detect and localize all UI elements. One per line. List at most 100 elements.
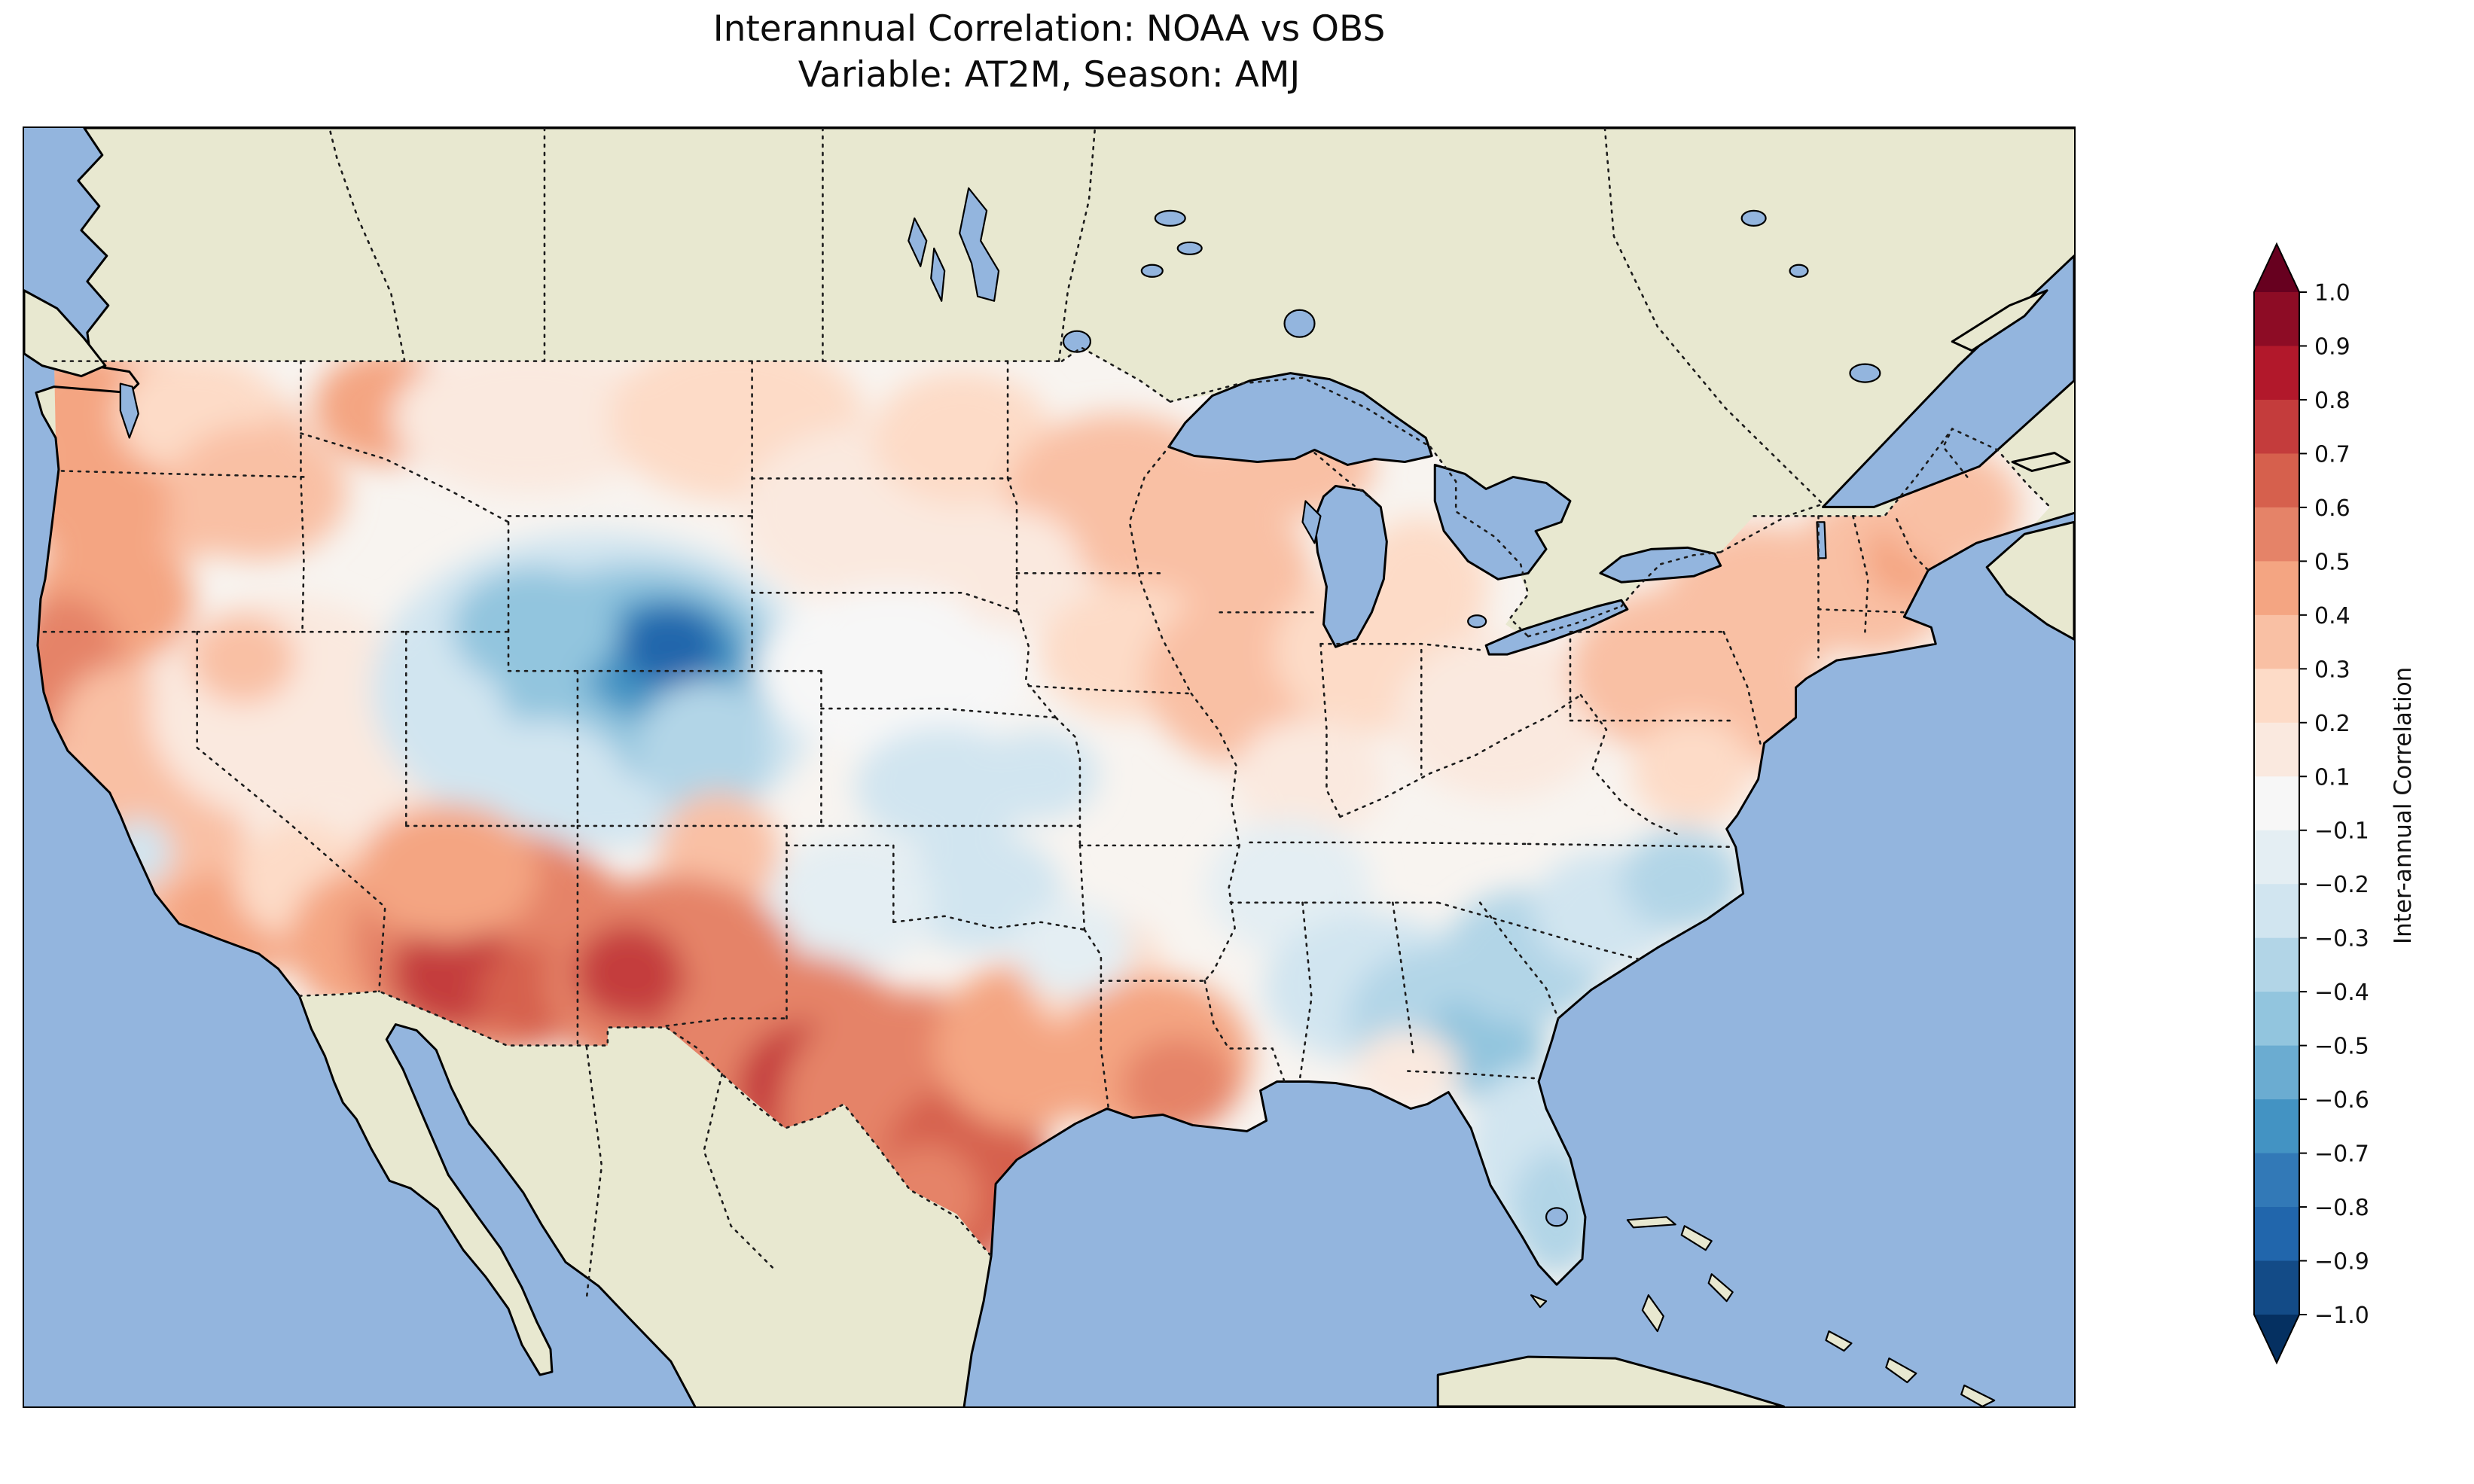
colorbar-band xyxy=(2254,830,2299,885)
colorbar: 1.0 0.9 0.8 0.7 0.6 0.5 0.4 0.3 0.2 0.1 −0.1 −0.2 −0… xyxy=(2253,242,2369,1365)
correlation-field-blob xyxy=(190,614,296,704)
colorbar-band xyxy=(2254,507,2299,562)
colorbar-tick-label: 0.3 xyxy=(2314,657,2350,683)
correlation-field-blob xyxy=(37,432,176,568)
colorbar-band xyxy=(2254,776,2299,831)
correlation-field-blob xyxy=(166,424,347,560)
colorbar-band xyxy=(2254,669,2299,724)
us-correlation-map xyxy=(24,128,2074,1406)
colorbar-band xyxy=(2254,346,2299,401)
correlation-field-blob xyxy=(757,587,1029,754)
colorbar-band xyxy=(2254,1207,2299,1262)
state-borders-east xyxy=(1128,444,1929,1083)
province-borders xyxy=(328,128,1969,1300)
colorbar-ticks: 1.0 0.9 0.8 0.7 0.6 0.5 0.4 0.3 0.2 0.1 −0.1 −0.2 −0… xyxy=(2299,280,2369,1329)
colorbar-label: Inter-annual Correlation xyxy=(2390,666,2417,945)
lake-erie xyxy=(1484,599,1629,656)
colorbar-band xyxy=(2254,399,2299,455)
lake xyxy=(1176,241,1203,255)
andros xyxy=(1641,1294,1664,1333)
colorbar-tick-label: −0.6 xyxy=(2314,1087,2369,1114)
correlation-field-blob xyxy=(452,567,618,688)
eleuthera xyxy=(1707,1273,1734,1303)
abaco xyxy=(1680,1225,1713,1251)
colorbar-band xyxy=(2254,614,2299,669)
lake xyxy=(1789,264,1809,278)
lake-huron xyxy=(1433,463,1572,580)
lake xyxy=(1140,264,1164,278)
colorbar-band xyxy=(2254,1153,2299,1208)
colorbar-tick-label: 0.8 xyxy=(2314,388,2350,414)
lake-nipigon xyxy=(1283,309,1316,338)
state-borders-plains xyxy=(665,360,1240,1110)
figure-title: Interannual Correlation: NOAA vs OBS xyxy=(712,8,1386,50)
colorbar-band xyxy=(2254,937,2299,992)
colorbar-tick-label: 0.7 xyxy=(2314,441,2350,468)
prince-edward-island xyxy=(2011,451,2071,472)
colorbar-band xyxy=(2254,884,2299,939)
colorbar-band xyxy=(2254,1260,2299,1315)
state-borders-west xyxy=(42,360,822,1047)
colorbar-band xyxy=(2254,453,2299,508)
canadian-lakes xyxy=(908,187,1881,1227)
nova-scotia xyxy=(1985,520,2074,641)
correlation-field-blob xyxy=(1621,828,1742,931)
correlation-field-blob xyxy=(768,835,934,971)
lake-st-jean xyxy=(1849,363,1881,383)
correlation-field-blob xyxy=(637,680,773,816)
colorbar-band xyxy=(2254,561,2299,616)
caribbean-islands xyxy=(1436,1216,1996,1406)
colorbar-tick-label: 0.1 xyxy=(2314,764,2350,791)
correlation-field-blob xyxy=(896,830,1063,952)
colorbar-band xyxy=(2254,292,2299,347)
colorbar-tick-label: −0.8 xyxy=(2314,1195,2369,1221)
lake-superior xyxy=(1167,372,1433,466)
lake-seul xyxy=(1154,209,1186,227)
correlation-field-blob xyxy=(946,509,1082,630)
correlation-field-blob xyxy=(1234,718,1385,840)
colorbar-band xyxy=(2254,992,2299,1047)
correlation-field-blob xyxy=(357,803,538,940)
correlation-field xyxy=(37,347,2051,1285)
figure-subtitle: Variable: AT2M, Season: AMJ xyxy=(798,54,1301,96)
colorbar-tick-label: −0.2 xyxy=(2314,872,2369,898)
vancouver-island xyxy=(24,289,107,378)
colorbar-tick-label: 1.0 xyxy=(2314,280,2350,306)
lake-okeechobee xyxy=(1545,1207,1569,1227)
colorbar-tick-label: 0.5 xyxy=(2314,549,2350,575)
colorbar-tick-label: −1.0 xyxy=(2314,1303,2369,1329)
colorbar-tick-label: −0.7 xyxy=(2314,1141,2369,1168)
puget-sound xyxy=(119,382,139,439)
correlation-field-blob xyxy=(622,608,719,687)
anticosti-island xyxy=(1951,289,2048,352)
colorbar-tick-label: −0.9 xyxy=(2314,1249,2369,1275)
colorbar-extend-under-triangle xyxy=(2254,1315,2299,1363)
green-bay xyxy=(1301,500,1322,544)
colorbar-extend-over-triangle xyxy=(2254,244,2299,292)
grand-bahama xyxy=(1626,1216,1676,1229)
colorbar-tick-label: −0.4 xyxy=(2314,980,2369,1006)
colorbar-tick-label: 0.2 xyxy=(2314,711,2350,737)
correlation-field-blob xyxy=(1354,1030,1460,1109)
correlation-field-blob xyxy=(392,347,663,494)
florida-keys xyxy=(1530,1294,1548,1309)
colorbar-tick-label: −0.5 xyxy=(2314,1034,2369,1060)
lake xyxy=(1740,209,1767,227)
colorbar-band xyxy=(2254,722,2299,777)
cuba xyxy=(1436,1355,1786,1406)
lake-manitoba xyxy=(930,247,946,302)
colorbar-tick-label: 0.4 xyxy=(2314,603,2350,629)
colorbar-band xyxy=(2254,1045,2299,1100)
correlation-field-blob xyxy=(1631,718,1753,824)
correlation-field-blob xyxy=(1395,634,1606,800)
correlation-field-blob xyxy=(1013,900,1134,998)
map-panel xyxy=(23,126,2076,1408)
lake-winnipeg xyxy=(959,187,1000,302)
correlation-field-blob xyxy=(574,924,683,1021)
colorbar-tick-label: −0.3 xyxy=(2314,926,2369,952)
colorbar-bands xyxy=(2254,292,2299,1315)
correlation-field-blob xyxy=(978,730,1100,821)
correlation-field-blob xyxy=(1120,1036,1235,1133)
lake-st-clair xyxy=(1467,614,1487,629)
